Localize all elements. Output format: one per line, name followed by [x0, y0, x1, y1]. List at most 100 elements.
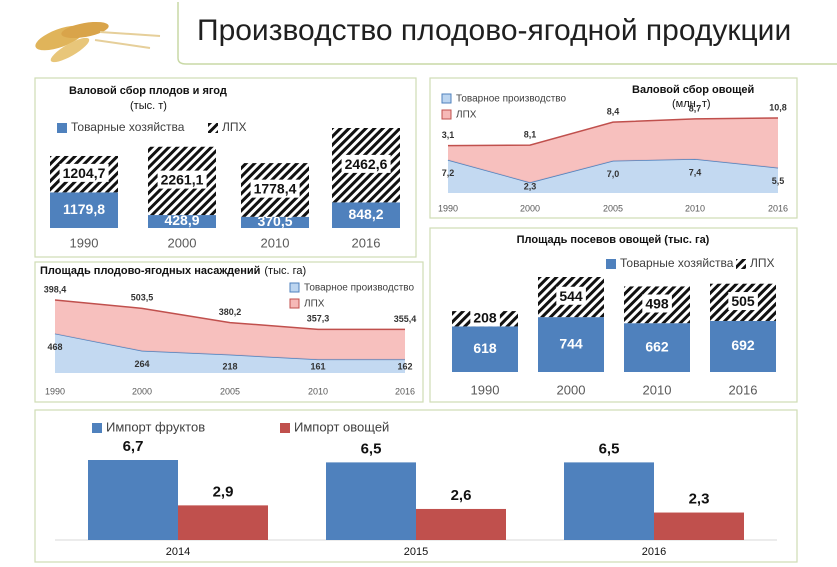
bar: [178, 505, 268, 540]
x-tick-label: 2000: [520, 203, 540, 213]
legend-swatch: [92, 423, 102, 433]
x-tick-label: 2010: [685, 203, 705, 213]
chart-title: Валовой сбор овощей: [632, 84, 754, 96]
x-tick-label: 1990: [438, 203, 458, 213]
value-label: 8,4: [607, 107, 620, 117]
value-label: 6,5: [361, 440, 382, 457]
chart-title-text: Валовой сбор овощей: [632, 84, 754, 96]
value-label: 498: [645, 296, 669, 312]
value-label: 2,3: [689, 491, 710, 508]
x-tick-label: 2000: [132, 386, 152, 396]
x-tick-label: 2016: [395, 386, 415, 396]
value-label: 161: [310, 361, 325, 371]
x-tick-label: 2015: [404, 546, 428, 558]
legend-swatch: [289, 282, 300, 293]
chart-grouped-bar: Импорт фруктов Импорт овощей 2014 2015 2016 6…: [34, 409, 798, 563]
chart-title: Площадь плодово-ягодных насаждений (тыс. …: [40, 265, 306, 277]
value-label: 208: [473, 309, 497, 325]
chart-title-text: Площадь плодово-ягодных насаждений: [40, 265, 260, 277]
x-tick-label: 2005: [603, 203, 623, 213]
bar-segment: [452, 326, 518, 372]
chart-title-text: Площадь посевов овощей (тыс. га): [517, 234, 710, 246]
value-label: 1204,7: [63, 165, 106, 181]
value-label: 744: [559, 335, 583, 351]
value-label: 218: [222, 361, 237, 371]
bar-segment: [148, 215, 216, 228]
legend-swatch: [441, 93, 452, 104]
value-label: 7,0: [607, 169, 620, 179]
value-label: 10,8: [769, 102, 787, 112]
value-label: 468: [47, 342, 62, 352]
x-tick-label: 2016: [642, 546, 666, 558]
value-label: 7,4: [689, 167, 702, 177]
legend-swatch: [736, 259, 746, 269]
legend-swatch: [208, 123, 218, 133]
x-tick-label: 2016: [729, 382, 758, 397]
value-label: 692: [731, 337, 755, 353]
label-background: [59, 163, 109, 182]
value-label: 503,5: [131, 293, 154, 303]
chart-title: Валовой сбор плодов и ягод: [69, 85, 227, 97]
value-label: 162: [397, 361, 412, 371]
x-tick-label: 1990: [70, 235, 99, 250]
value-label: 370,5: [257, 213, 292, 229]
value-label: 5,5: [772, 176, 785, 186]
legend-label: Товарные хозяйства: [71, 120, 185, 134]
chart-stacked-area: Площадь плодово-ягодных насаждений (тыс. …: [34, 261, 424, 403]
legend-label: Импорт фруктов: [106, 419, 205, 434]
value-label: 662: [645, 338, 669, 354]
bar-segment: [624, 323, 690, 372]
value-label: 357,3: [307, 314, 330, 324]
x-tick-label: 1990: [471, 382, 500, 397]
chart-title-text: Валовой сбор плодов и ягод: [69, 85, 227, 97]
value-label: 380,2: [219, 307, 242, 317]
value-label: 505: [731, 293, 755, 309]
chart-title: Площадь посевов овощей (тыс. га): [517, 234, 710, 246]
wheat-decoration: [35, 21, 161, 63]
legend-swatch: [280, 423, 290, 433]
bar: [416, 508, 506, 540]
area-edge: [447, 117, 779, 147]
bar-segment: [538, 317, 604, 372]
chart-stacked-area: Валовой сбор овощей (млн. т) Товарное прои…: [429, 77, 798, 219]
bar: [326, 462, 416, 540]
label-background: [157, 170, 207, 189]
label-background: [728, 292, 758, 311]
value-label: 398,4: [44, 284, 67, 294]
chart-subtitle: (тыс. га): [264, 265, 306, 277]
label-background: [470, 308, 500, 327]
value-label: 1778,4: [254, 181, 297, 197]
chart-stacked-bar: Валовой сбор плодов и ягод (тыс. т) Товарн…: [34, 77, 417, 258]
x-tick-label: 2000: [557, 382, 586, 397]
bar: [88, 460, 178, 540]
area: [448, 158, 778, 193]
chart-stacked-bar: Площадь посевов овощей (тыс. га) Товарные…: [429, 227, 798, 403]
value-label: 2462,6: [345, 156, 388, 172]
legend-label: Товарное производство: [304, 283, 415, 294]
value-label: 2,3: [524, 181, 537, 191]
header-frame: [177, 2, 837, 65]
legend-swatch: [441, 109, 452, 120]
label-background: [556, 286, 586, 305]
legend-label: ЛПХ: [222, 120, 247, 134]
x-tick-label: 2016: [768, 203, 788, 213]
value-label: 6,5: [599, 440, 620, 457]
legend-label: ЛПХ: [304, 299, 325, 310]
value-label: 848,2: [348, 206, 383, 222]
value-label: 355,4: [394, 314, 417, 324]
value-label: 264: [134, 359, 149, 369]
value-label: 8,7: [689, 103, 702, 113]
bar: [564, 462, 654, 540]
x-tick-label: 2014: [166, 546, 190, 558]
x-tick-label: 2000: [168, 235, 197, 250]
bar: [654, 512, 744, 540]
value-label: 1179,8: [63, 201, 105, 217]
value-label: 2,6: [451, 487, 472, 504]
page-title: Производство плодово-ягодной продукции: [197, 14, 791, 47]
label-background: [642, 294, 672, 313]
label-background: [341, 154, 391, 173]
value-label: 2261,1: [161, 172, 204, 188]
bar-segment: [710, 320, 776, 372]
legend-swatch: [57, 123, 67, 133]
